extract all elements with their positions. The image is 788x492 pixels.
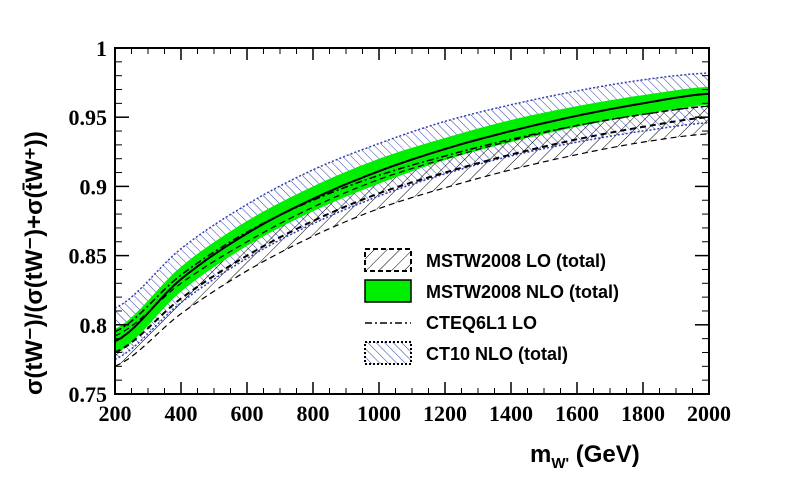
x-axis-label-subscript: W' <box>551 455 569 472</box>
x-tick-label: 1600 <box>555 401 599 426</box>
y-tick-label: 0.85 <box>69 244 108 269</box>
bands-layer <box>115 72 709 367</box>
legend-swatch-mstw-lo <box>364 248 412 272</box>
x-tick-label: 600 <box>231 401 264 426</box>
x-tick-label: 1800 <box>621 401 665 426</box>
y-axis-label: σ(tW⁻)/(σ(tW⁻)+σ(t̄W⁺)) <box>21 131 48 395</box>
legend-swatch-mstw-nlo <box>364 279 412 303</box>
x-tick-label: 1000 <box>357 401 401 426</box>
y-axis-ticks: 0.75 0.8 0.85 0.9 0.95 1 <box>69 36 709 407</box>
band-edge-mstw-lo-lower <box>115 133 709 367</box>
band-edge-ct10-nlo-lower <box>115 121 709 361</box>
x-tick-label: 200 <box>99 401 132 426</box>
line-mstw-nlo-central <box>115 92 709 343</box>
y-tick-label: 0.75 <box>69 382 108 407</box>
x-tick-label: 1400 <box>489 401 533 426</box>
x-axis-label-unit: (GeV) <box>569 441 640 468</box>
y-tick-label: 0.9 <box>80 174 108 199</box>
legend-label-ct10-nlo: CT10 NLO (total) <box>426 344 568 364</box>
line-mstw-lo-central <box>115 116 709 354</box>
legend: MSTW2008 LO (total) MSTW2008 NLO (total)… <box>364 248 619 365</box>
band-edge-mstw-lo-upper <box>115 105 709 337</box>
x-axis-ticks: 200 400 600 800 1000 1200 1400 1600 1800 2000 <box>99 48 731 426</box>
legend-swatch-ct10-nlo <box>364 341 412 365</box>
x-tick-label: 400 <box>165 401 198 426</box>
x-tick-label: 2000 <box>687 401 731 426</box>
band-edge-ct10-nlo-upper <box>115 72 709 309</box>
x-tick-label: 800 <box>297 401 330 426</box>
x-axis-label: mW' (GeV) <box>530 441 640 472</box>
legend-label-mstw-lo: MSTW2008 LO (total) <box>426 251 606 271</box>
lines-layer <box>115 72 709 367</box>
y-tick-label: 0.95 <box>69 105 108 130</box>
y-tick-label: 0.8 <box>80 313 108 338</box>
y-tick-label: 1 <box>96 36 107 61</box>
x-tick-label: 1200 <box>423 401 467 426</box>
legend-label-cteq-lo: CTEQ6L1 LO <box>426 313 537 333</box>
band-mstw-lo <box>115 106 709 367</box>
legend-label-mstw-nlo: MSTW2008 NLO (total) <box>426 282 619 302</box>
